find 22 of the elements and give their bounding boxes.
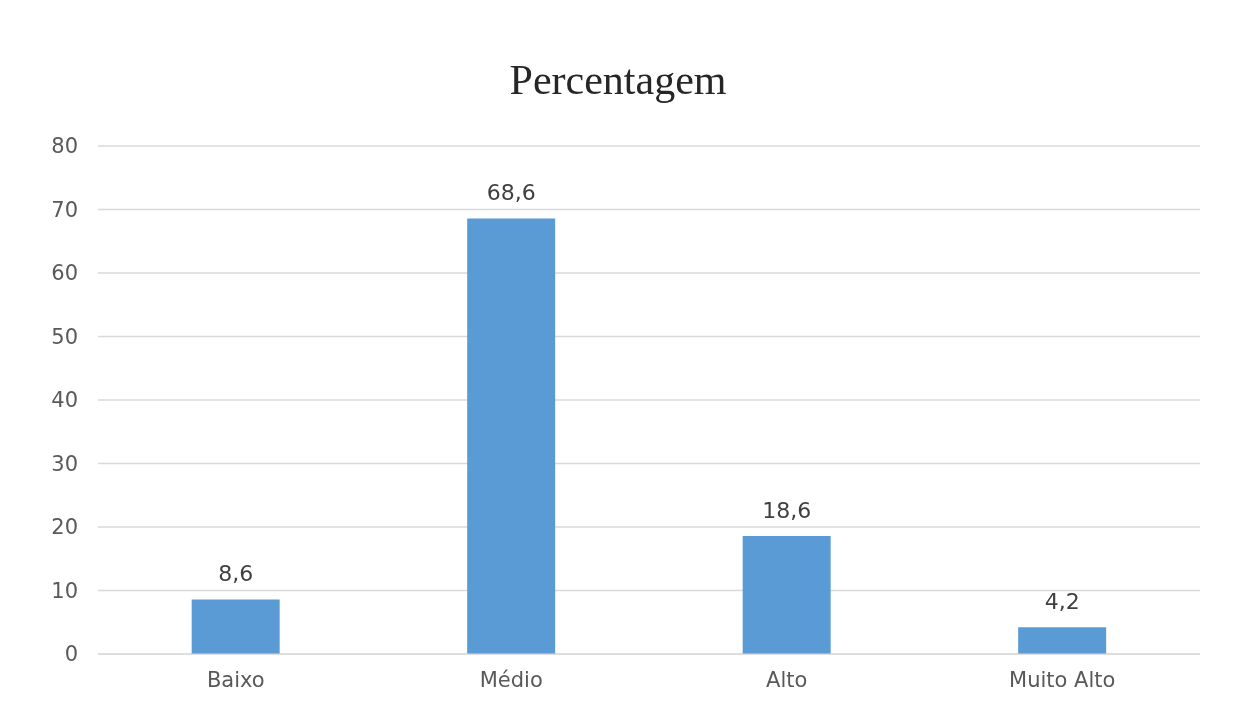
y-tick-label: 10 xyxy=(51,578,78,603)
data-label: 18,6 xyxy=(762,497,812,523)
y-tick-label: 20 xyxy=(51,515,78,540)
data-label: 68,6 xyxy=(486,180,536,206)
y-tick-label: 40 xyxy=(51,388,78,413)
x-tick-label: Baixo xyxy=(206,667,265,692)
chart-title: Percentagem xyxy=(508,56,728,104)
x-tick-label: Alto xyxy=(766,667,808,692)
y-tick-label: 30 xyxy=(51,451,78,476)
x-tick-label: Muito Alto xyxy=(1009,667,1116,692)
y-tick-label: 70 xyxy=(51,197,78,222)
y-tick-label: 50 xyxy=(51,324,78,349)
y-tick-label: 60 xyxy=(51,261,78,286)
bar xyxy=(1018,627,1107,654)
bar xyxy=(191,599,280,654)
bar xyxy=(742,535,831,654)
data-label: 4,2 xyxy=(1044,589,1080,615)
x-tick-label: Médio xyxy=(479,667,543,692)
data-label: 8,6 xyxy=(218,561,254,587)
y-tick-label: 80 xyxy=(51,134,78,159)
y-tick-label: 0 xyxy=(64,642,78,667)
bar xyxy=(467,218,556,654)
